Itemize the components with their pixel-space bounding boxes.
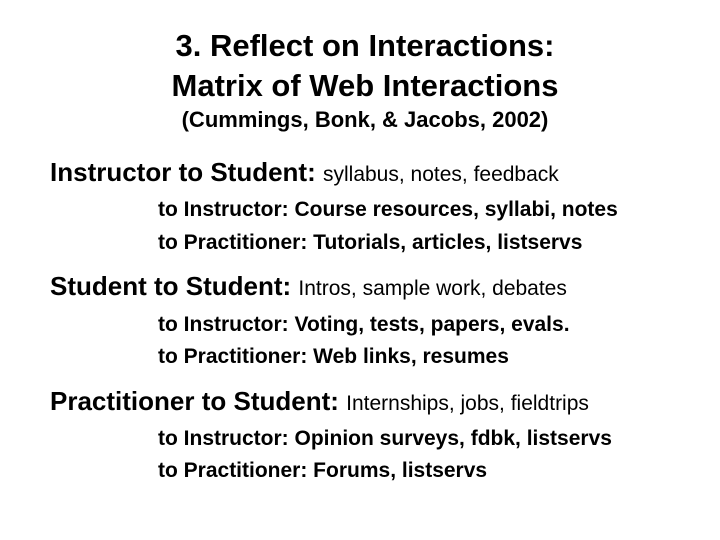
practitioner-to-practitioner: to Practitioner: Forums, listservs [158,455,680,488]
student-headline: Student to Student: [50,271,298,301]
student-to-practitioner: to Practitioner: Web links, resumes [158,341,680,374]
student-headline-rest: Intros, sample work, debates [298,277,566,300]
slide-title-line1: 3. Reflect on Interactions: [50,28,680,64]
practitioner-headline: Practitioner to Student: [50,386,346,416]
practitioner-headline-rest: Internships, jobs, fieldtrips [346,392,589,415]
section-practitioner: Practitioner to Student: Internships, jo… [50,384,680,488]
practitioner-to-instructor: to Instructor: Opinion surveys, fdbk, li… [158,423,680,456]
instructor-headline: Instructor to Student: [50,157,323,187]
slide-title-line2: Matrix of Web Interactions [50,68,680,104]
student-lead: Student to Student: Intros, sample work,… [50,269,680,304]
slide: 3. Reflect on Interactions: Matrix of We… [0,0,720,540]
section-student: Student to Student: Intros, sample work,… [50,269,680,373]
practitioner-lead: Practitioner to Student: Internships, jo… [50,384,680,419]
student-to-instructor: to Instructor: Voting, tests, papers, ev… [158,309,680,342]
instructor-to-instructor: to Instructor: Course resources, syllabi… [158,194,680,227]
section-instructor: Instructor to Student: syllabus, notes, … [50,155,680,259]
instructor-to-practitioner: to Practitioner: Tutorials, articles, li… [158,227,680,260]
slide-citation: (Cummings, Bonk, & Jacobs, 2002) [50,107,680,133]
instructor-headline-rest: syllabus, notes, feedback [323,163,559,186]
instructor-lead: Instructor to Student: syllabus, notes, … [50,155,680,190]
